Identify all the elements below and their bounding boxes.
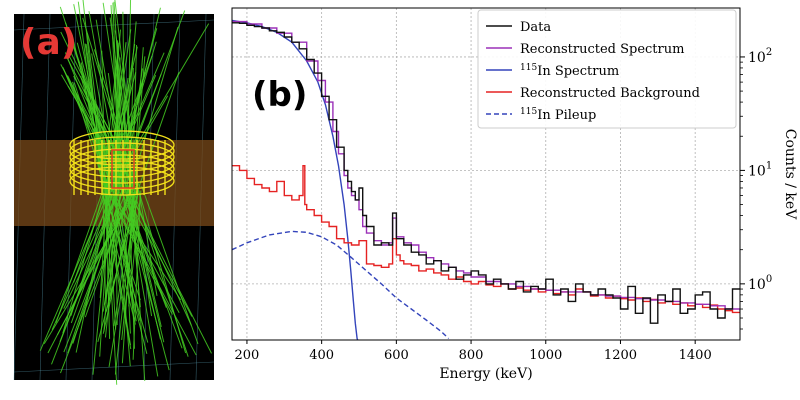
legend-box [477,9,737,129]
x-tick-label: 600 [384,348,409,363]
panel-a-detector-ring [69,166,175,196]
y-tick-label: 102 [748,47,772,66]
series-layer [232,19,740,340]
x-tick-label: 1400 [679,348,712,363]
panel-a-track [95,19,125,194]
panel-a-track [101,189,136,325]
panel-a-label: (a) [20,22,77,63]
plot-frame [231,7,741,341]
panel-a-track [117,10,186,191]
panel-a-track [39,186,112,351]
panel-a-track [141,185,199,345]
panel-a-track [88,11,121,191]
x-tick-label: 400 [309,348,334,363]
panel-a-track [102,185,137,334]
panel-a-track [51,188,116,330]
panel-a-track [99,192,111,357]
panel-a-track [129,191,192,326]
x-tick-label: 1200 [604,348,637,363]
panel-a-track [133,192,189,357]
panel-a-green-tracks [39,0,212,385]
panel-a-track [104,190,149,343]
legend-label-data: Data [520,20,551,35]
panel-b-label: (b) [252,75,307,115]
panel-a-track [63,193,126,353]
legend: Data Reconstructed Spectrum 115In Spectrum… [477,9,737,129]
y-tick-label: 100 [748,274,772,293]
panel-a-track [83,89,133,194]
panel-a-track [75,192,111,353]
x-tick-label: 1000 [529,348,562,363]
x-axis-label: Energy (keV) [439,366,532,382]
panel-a-track [70,192,118,324]
panel-a-detector-ring [69,154,175,184]
y-axis-ticks: 100 101 102 [740,47,772,330]
panel-a-track [73,191,107,283]
panel-a-track [105,190,139,312]
panel-a-track [104,185,197,356]
x-tick-label: 800 [459,348,484,363]
panel-a-track [62,186,106,334]
panel-a-detector-image: (a) [13,0,215,385]
panel-a-detector-ring [69,160,175,190]
panel-b-chart: 200 400 600 800 1000 1200 1400 100 101 102 Energ… [231,7,798,382]
panel-a-source [111,149,135,189]
panel-a-track [110,187,180,313]
series-pileup [232,230,450,340]
panel-a-track [124,187,161,340]
panel-a-track [72,81,107,192]
panel-a-track [122,11,126,193]
panel-a-track [132,193,141,360]
panel-a-track [65,22,126,192]
series-data [232,22,740,324]
panel-a-detector-ring [69,148,175,178]
panel-a-frame-line [13,361,215,373]
panel-a-track [125,188,159,377]
panel-a-detector-ring [69,130,175,196]
panel-a-detector-ring [69,130,175,160]
panel-a-track [99,188,108,298]
y-axis-label: Counts / keV [782,129,798,220]
panel-a-track [128,186,141,308]
panel-a-track [84,194,130,318]
panel-a-track [72,185,125,344]
legend-label-pileup: 115In Pileup [520,107,596,123]
series-recon [232,20,740,312]
legend-label-in115: 115In Spectrum [520,63,619,79]
panel-a-track [93,49,139,193]
x-axis-ticks: 200 400 600 800 1000 1200 1400 [235,340,712,363]
legend-label-recon: Reconstructed Spectrum [520,42,684,57]
y-tick-label: 101 [748,160,772,179]
panel-a-track [108,192,139,368]
legend-label-bkg: Reconstructed Background [520,86,700,101]
panel-a-track [73,75,135,187]
panel-a-track [55,188,104,323]
x-tick-label: 200 [235,348,260,363]
panel-a-detector-ring [69,136,175,166]
panel-a-detector-ring [69,142,175,172]
